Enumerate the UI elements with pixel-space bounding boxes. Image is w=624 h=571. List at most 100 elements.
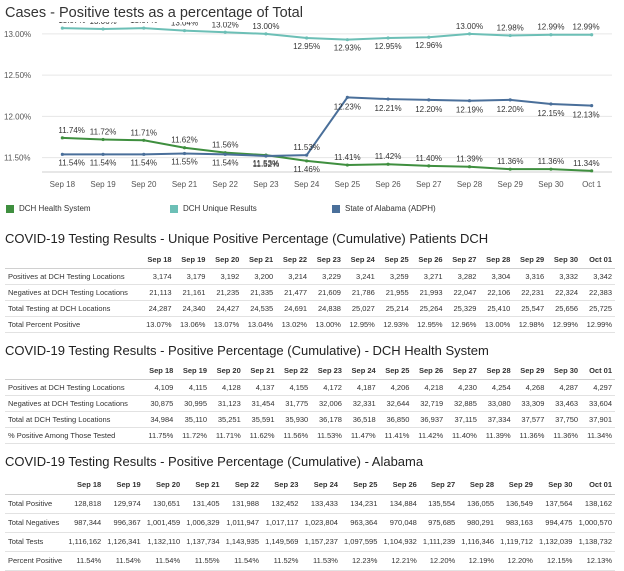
data-label: 11.74% bbox=[58, 126, 85, 135]
row-label: Total Tests bbox=[8, 537, 44, 546]
data-point bbox=[386, 162, 390, 166]
table-cell: 11.62% bbox=[249, 430, 275, 440]
series-line bbox=[62, 136, 592, 172]
table-cell: 3,229 bbox=[322, 271, 341, 281]
row-label: Negatives at DCH Testing Locations bbox=[8, 398, 128, 408]
column-header: Sep 26 bbox=[418, 255, 443, 265]
data-point bbox=[549, 33, 553, 37]
y-tick-label: 12.50% bbox=[4, 71, 31, 80]
table-cell: 1,138,732 bbox=[578, 537, 612, 546]
column-header: Oct 01 bbox=[589, 366, 612, 376]
column-header: Sep 28 bbox=[469, 479, 495, 489]
x-tick-label: Sep 26 bbox=[375, 180, 401, 189]
table-cell: 12.23% bbox=[351, 556, 378, 565]
table-cell: 22,106 bbox=[487, 287, 511, 297]
column-header: Sep 19 bbox=[116, 479, 141, 489]
table-cell: 4,115 bbox=[188, 382, 208, 392]
table-cell: 12.20% bbox=[507, 556, 533, 565]
table-cell: 21,993 bbox=[419, 287, 443, 297]
data-point bbox=[508, 98, 512, 102]
table-cell: 4,187 bbox=[356, 382, 376, 392]
table-row: Negatives at DCH Testing Locations 21,113… bbox=[5, 284, 615, 300]
table-cell: 12.96% bbox=[451, 319, 477, 329]
x-tick-label: Sep 29 bbox=[498, 180, 524, 189]
data-point bbox=[345, 38, 349, 42]
data-point bbox=[386, 36, 390, 40]
x-tick-label: Sep 23 bbox=[253, 180, 279, 189]
table-row: Percent Positive 11.54% 11.54% 11.54% 11.55%… bbox=[5, 551, 615, 570]
table-cell: 36,937 bbox=[420, 414, 444, 424]
x-tick-label: Sep 30 bbox=[538, 180, 564, 189]
table-cell: 13.07% bbox=[146, 319, 172, 329]
table-cell: 980,291 bbox=[466, 518, 495, 527]
table-alabama: Sep 18 Sep 19 Sep 20 Sep 21 Sep 22 Sep 2… bbox=[5, 475, 615, 571]
table-cell: 1,132,110 bbox=[147, 537, 181, 546]
table-cell: 31,123 bbox=[217, 398, 241, 408]
y-tick-label: 13.00% bbox=[4, 30, 31, 39]
legend-item-dch-unique-results[interactable]: DCH Unique Results bbox=[170, 204, 257, 213]
column-header: Sep 29 bbox=[520, 366, 545, 376]
data-point bbox=[223, 152, 227, 156]
table-cell: 11.36% bbox=[553, 430, 579, 440]
table-cell: 35,930 bbox=[285, 414, 309, 424]
legend-item-state-of-alabama[interactable]: State of Alabama (ADPH) bbox=[332, 204, 436, 213]
table-row: Positives at DCH Testing Locations 4,109 4… bbox=[5, 379, 615, 395]
table-cell: 132,452 bbox=[271, 499, 299, 508]
table-cell: 25,027 bbox=[351, 303, 375, 313]
table-cell: 12.95% bbox=[349, 319, 375, 329]
table-cell: 11.47% bbox=[350, 430, 376, 440]
column-header: Sep 27 bbox=[452, 366, 477, 376]
table-cell: 24,340 bbox=[182, 303, 206, 313]
table-cell: 134,231 bbox=[350, 499, 378, 508]
table-cell: 4,218 bbox=[424, 382, 444, 392]
data-label: 12.13% bbox=[573, 111, 600, 120]
data-label: 11.42% bbox=[375, 152, 402, 161]
table-cell: 33,604 bbox=[589, 398, 612, 408]
table-cell: 11.72% bbox=[182, 430, 208, 440]
data-label: 11.40% bbox=[416, 154, 443, 163]
table-row: Total Tests 1,116,162 1,126,341 1,132,110 1,… bbox=[5, 532, 615, 551]
table-cell: 11.34% bbox=[587, 430, 612, 440]
column-header: Sep 30 bbox=[548, 479, 573, 489]
data-point bbox=[60, 136, 64, 140]
data-label: 11.55% bbox=[171, 158, 198, 167]
table-cell: 3,271 bbox=[423, 271, 443, 281]
table-cell: 3,332 bbox=[559, 271, 579, 281]
table-cell: 987,344 bbox=[74, 518, 102, 527]
table-cell: 11.71% bbox=[215, 430, 241, 440]
table-cell: 30,995 bbox=[184, 398, 208, 408]
column-header: Sep 28 bbox=[486, 255, 511, 265]
data-label: 13.02% bbox=[212, 22, 239, 29]
data-label: 11.54% bbox=[212, 158, 239, 167]
x-tick-label: Sep 21 bbox=[172, 180, 198, 189]
table-cell: 25,329 bbox=[453, 303, 477, 313]
column-header: Sep 24 bbox=[313, 479, 338, 489]
column-header: Sep 30 bbox=[553, 366, 579, 376]
table-cell: 996,367 bbox=[113, 518, 141, 527]
legend-swatch bbox=[170, 204, 178, 213]
table-cell: 4,297 bbox=[593, 382, 612, 392]
table-cell: 1,116,346 bbox=[461, 537, 495, 546]
data-label: 11.53% bbox=[293, 143, 320, 152]
table-cell: 24,427 bbox=[216, 303, 240, 313]
table-cell: 13.06% bbox=[180, 319, 206, 329]
table-cell: 12.95% bbox=[417, 319, 443, 329]
table-cell: 137,564 bbox=[545, 499, 573, 508]
row-label-header bbox=[5, 363, 143, 379]
data-point bbox=[427, 98, 431, 102]
table-cell: 12.21% bbox=[391, 556, 417, 565]
table-cell: 983,163 bbox=[505, 518, 533, 527]
table-cell: 37,115 bbox=[454, 414, 477, 424]
table-cell: 21,786 bbox=[351, 287, 375, 297]
table-cell: 975,685 bbox=[428, 518, 456, 527]
x-tick-label: Sep 28 bbox=[457, 180, 483, 189]
table-title-dch-unique: COVID-19 Testing Results - Unique Positi… bbox=[5, 231, 489, 246]
table-cell: 1,157,237 bbox=[304, 537, 338, 546]
column-header: Sep 26 bbox=[418, 366, 444, 376]
table-cell: 963,364 bbox=[350, 518, 378, 527]
legend-item-dch-health-system[interactable]: DCH Health System bbox=[6, 204, 91, 213]
table-cell: 22,324 bbox=[555, 287, 579, 297]
data-point bbox=[305, 159, 309, 163]
table-row: Total Percent Positive 13.07% 13.06% 13.07%… bbox=[5, 316, 615, 332]
table-cell: 36,178 bbox=[319, 414, 342, 424]
